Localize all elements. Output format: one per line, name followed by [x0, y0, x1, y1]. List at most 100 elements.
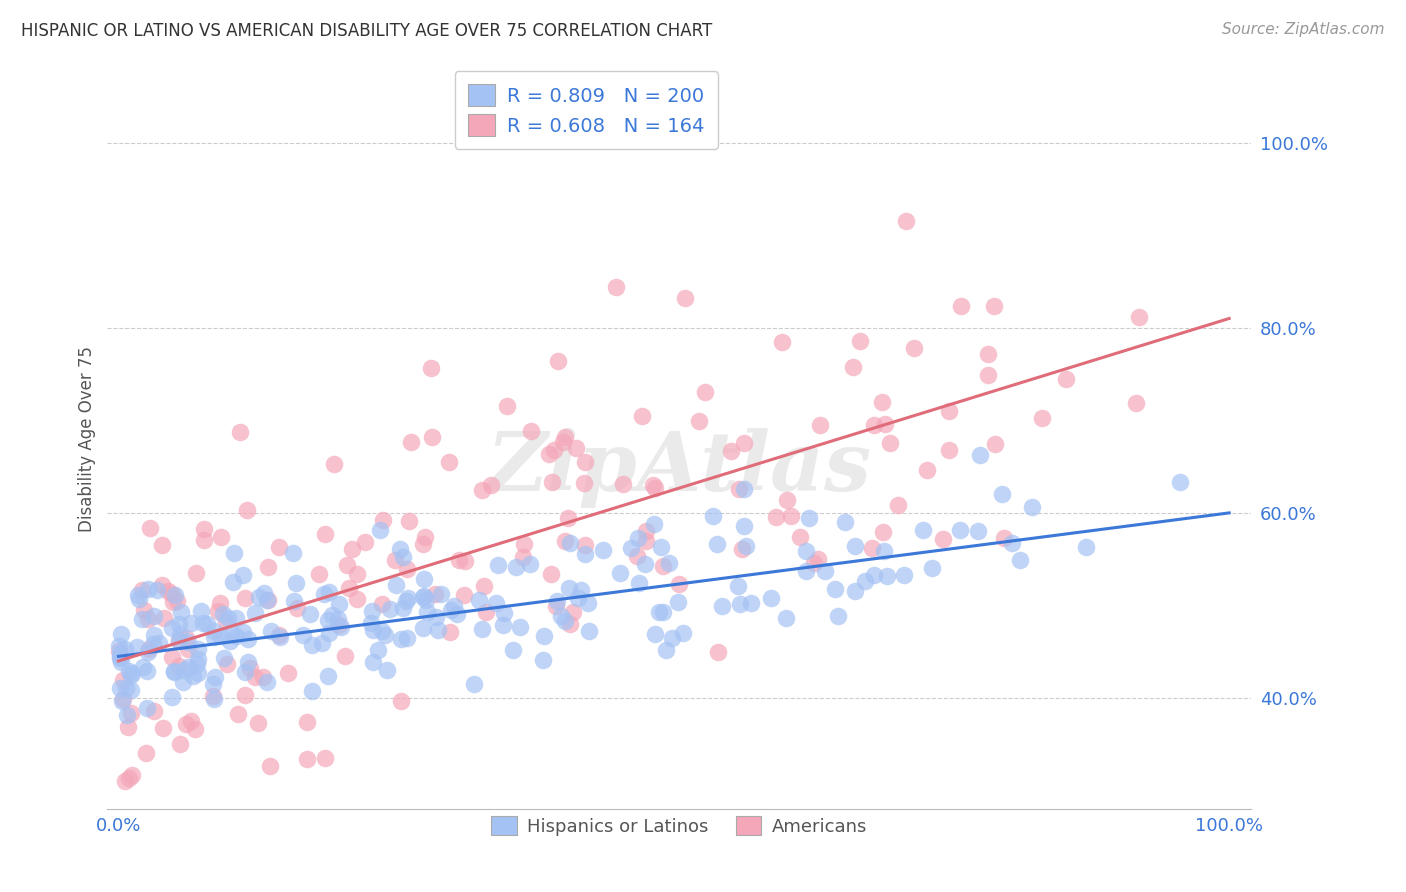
Point [827, 608, 849, 623]
Point [169, 616, 191, 631]
Point [115, 708, 138, 723]
Point [565, 442, 588, 456]
Point [620, 541, 643, 556]
Point [385, 578, 408, 592]
Point [887, 499, 910, 513]
Point [467, 592, 489, 607]
Point [513, 537, 536, 551]
Point [256, 675, 278, 690]
Point [183, 669, 205, 683]
Point [114, 774, 136, 789]
Point [249, 590, 271, 604]
Point [447, 553, 470, 567]
Point [162, 665, 184, 679]
Point [533, 629, 555, 643]
Point [870, 395, 893, 409]
Point [849, 334, 872, 349]
Point [789, 530, 811, 544]
Point [636, 524, 658, 538]
Point [938, 442, 960, 457]
Text: ZipAtlas: ZipAtlas [486, 428, 872, 508]
Point [872, 544, 894, 558]
Point [710, 599, 733, 613]
Point [554, 533, 576, 548]
Point [860, 541, 883, 555]
Point [177, 635, 200, 649]
Point [412, 537, 434, 551]
Point [118, 771, 141, 785]
Point [163, 664, 186, 678]
Point [121, 767, 143, 781]
Point [668, 595, 690, 609]
Point [326, 612, 349, 626]
Point [977, 347, 1000, 361]
Point [720, 444, 742, 458]
Point [1128, 310, 1150, 324]
Point [328, 597, 350, 611]
Point [162, 595, 184, 609]
Point [238, 856, 260, 871]
Point [557, 511, 579, 525]
Point [776, 492, 799, 507]
Point [193, 533, 215, 547]
Point [243, 670, 266, 684]
Point [112, 692, 135, 706]
Point [707, 645, 730, 659]
Point [226, 707, 249, 722]
Point [183, 722, 205, 736]
Point [166, 594, 188, 608]
Point [495, 399, 517, 413]
Point [1125, 396, 1147, 410]
Point [873, 417, 896, 432]
Point [834, 515, 856, 529]
Point [399, 434, 422, 449]
Point [285, 600, 308, 615]
Point [485, 596, 508, 610]
Point [412, 621, 434, 635]
Point [177, 642, 200, 657]
Point [612, 477, 634, 491]
Point [651, 605, 673, 619]
Point [221, 625, 243, 640]
Point [733, 482, 755, 496]
Point [574, 475, 596, 490]
Point [728, 482, 751, 496]
Point [626, 549, 648, 563]
Point [260, 624, 283, 638]
Point [238, 655, 260, 669]
Point [150, 578, 173, 592]
Point [540, 475, 562, 490]
Point [111, 694, 134, 708]
Point [160, 621, 183, 635]
Point [291, 628, 314, 642]
Point [120, 683, 142, 698]
Point [479, 477, 502, 491]
Point [243, 606, 266, 620]
Point [1001, 536, 1024, 550]
Point [574, 547, 596, 561]
Point [118, 664, 141, 678]
Point [160, 587, 183, 601]
Point [814, 565, 837, 579]
Point [492, 618, 515, 632]
Point [567, 591, 589, 606]
Point [977, 368, 1000, 382]
Point [893, 568, 915, 582]
Point [554, 430, 576, 444]
Point [1031, 411, 1053, 425]
Point [180, 714, 202, 729]
Point [505, 560, 527, 574]
Point [108, 681, 131, 695]
Point [728, 597, 751, 611]
Point [471, 622, 494, 636]
Point [765, 510, 787, 524]
Point [984, 437, 1007, 451]
Point [257, 593, 280, 607]
Point [152, 538, 174, 552]
Point [395, 594, 418, 608]
Point [794, 564, 817, 578]
Point [371, 597, 394, 611]
Point [576, 596, 599, 610]
Point [229, 425, 252, 439]
Point [807, 552, 830, 566]
